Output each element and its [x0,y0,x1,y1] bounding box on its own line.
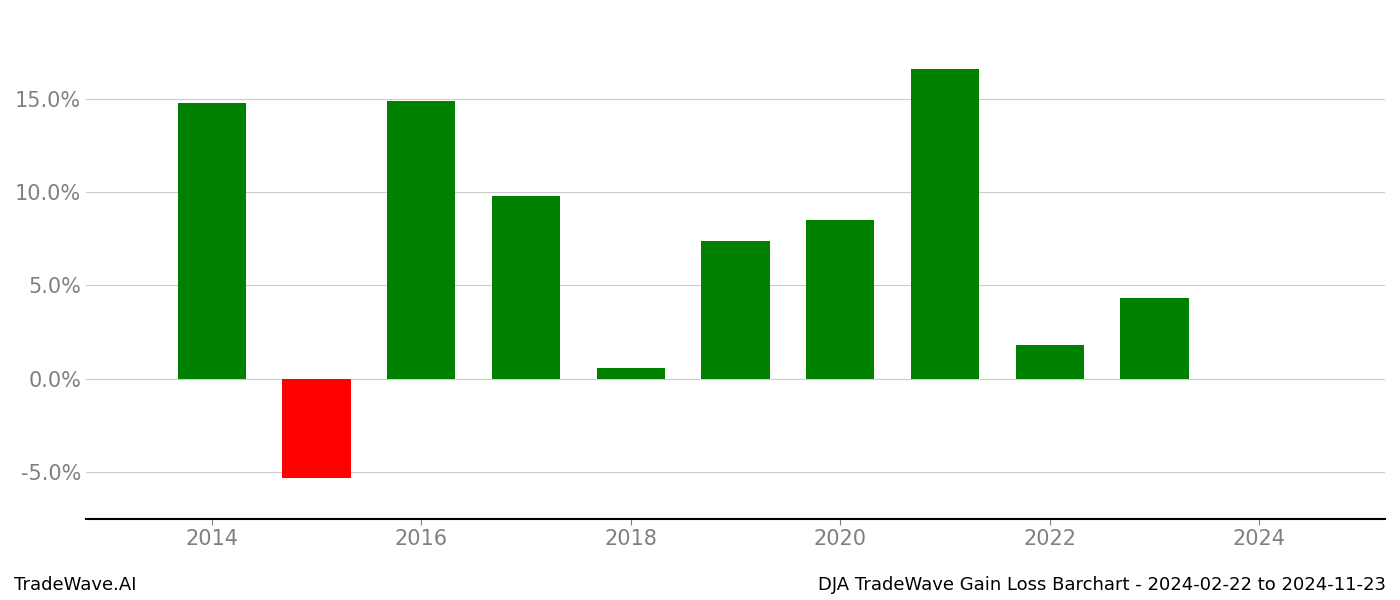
Bar [911,69,979,379]
Bar [1016,345,1084,379]
Bar [388,101,455,379]
Bar [596,368,665,379]
Bar [178,103,246,379]
Bar [806,220,874,379]
Bar [1120,298,1189,379]
Bar [283,379,350,478]
Bar [491,196,560,379]
Text: TradeWave.AI: TradeWave.AI [14,576,137,594]
Bar [701,241,770,379]
Text: DJA TradeWave Gain Loss Barchart - 2024-02-22 to 2024-11-23: DJA TradeWave Gain Loss Barchart - 2024-… [818,576,1386,594]
